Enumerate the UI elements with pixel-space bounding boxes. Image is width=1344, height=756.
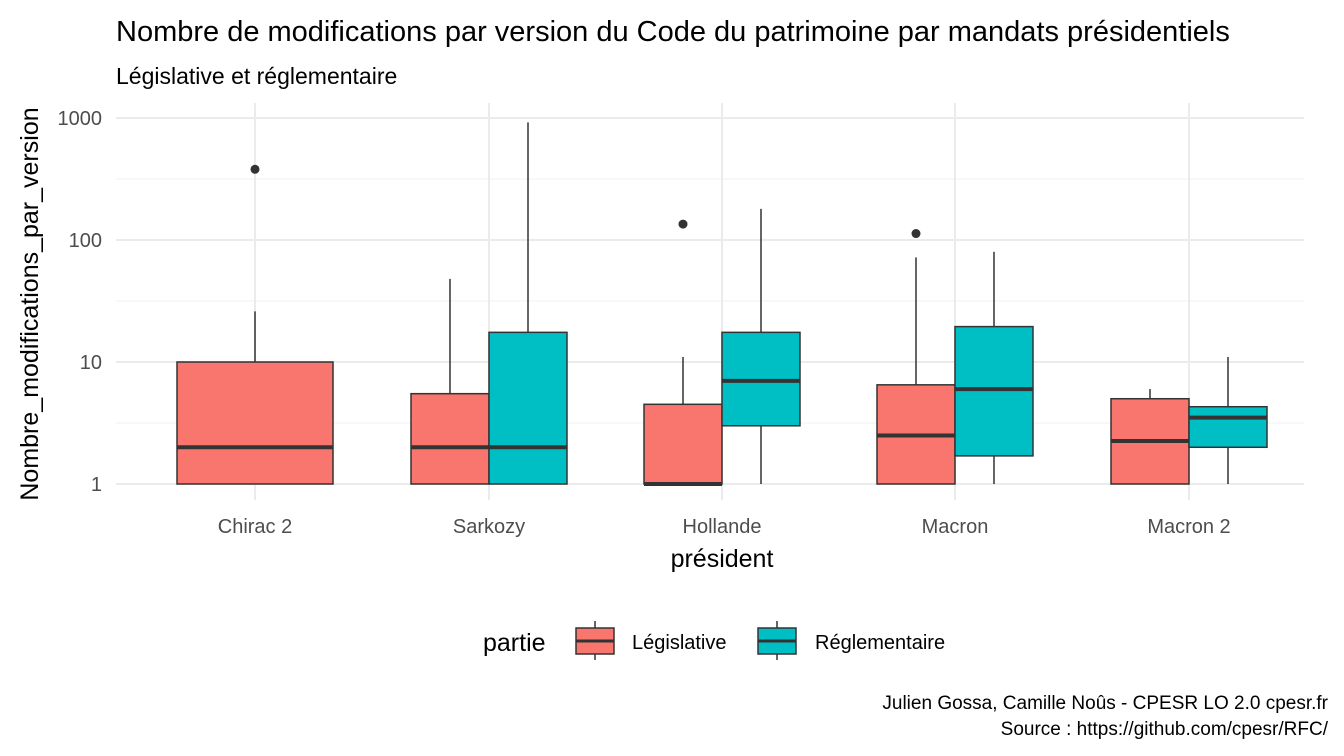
x-axis-title: président [671,545,774,573]
x-tick-label: Chirac 2 [218,516,292,538]
box-réglementaire-macron-2 [1188,356,1268,484]
x-tick-label: Macron 2 [1147,516,1230,538]
box-iqr [176,361,334,485]
caption-source: Source : https://github.com/cpesr/RFC/ [1001,719,1329,740]
y-tick-label: 100 [69,230,102,252]
y-axis-ticks: 1 10 100 1000 [58,108,103,496]
outlier-point [250,164,260,174]
y-tick-label: 1000 [58,108,103,130]
box-series [176,122,1268,486]
caption-credits: Julien Gossa, Camille Noûs - CPESR LO 2.… [882,693,1328,714]
legend-item-législative: Législative [575,621,727,660]
chart-subtitle: Législative et réglementaire [116,63,397,89]
box-réglementaire-sarkozy [488,122,568,485]
box-iqr [488,331,568,485]
box-iqr [643,403,723,485]
legend-label: Réglementaire [815,632,945,654]
box-législative-macron-2 [1110,389,1190,485]
box-iqr [1188,405,1268,449]
x-tick-label: Macron [922,516,989,538]
legend-title: partie [483,629,546,657]
box-réglementaire-hollande [721,208,801,484]
y-tick-label: 1 [91,474,102,496]
x-tick-label: Hollande [683,516,762,538]
legend: partie Législative Réglementaire [483,621,945,660]
outlier-point [678,219,688,229]
x-axis-ticks: Chirac 2 Sarkozy Hollande Macron Macron 2 [218,516,1231,538]
legend-label: Législative [632,632,727,654]
box-législative-macron [876,229,956,485]
box-iqr [410,392,490,485]
outlier-point [911,229,921,239]
box-législative-chirac-2 [176,164,334,485]
y-axis-title: Nombre_modifications_par_version [16,107,44,500]
x-tick-label: Sarkozy [453,516,525,538]
box-réglementaire-macron [954,251,1034,484]
legend-item-réglementaire: Réglementaire [757,621,945,660]
box-législative-hollande [643,219,723,486]
box-législative-sarkozy [410,278,490,485]
chart-title: Nombre de modifications par version du C… [116,16,1230,48]
y-tick-label: 10 [80,352,102,374]
box-iqr [954,325,1034,457]
